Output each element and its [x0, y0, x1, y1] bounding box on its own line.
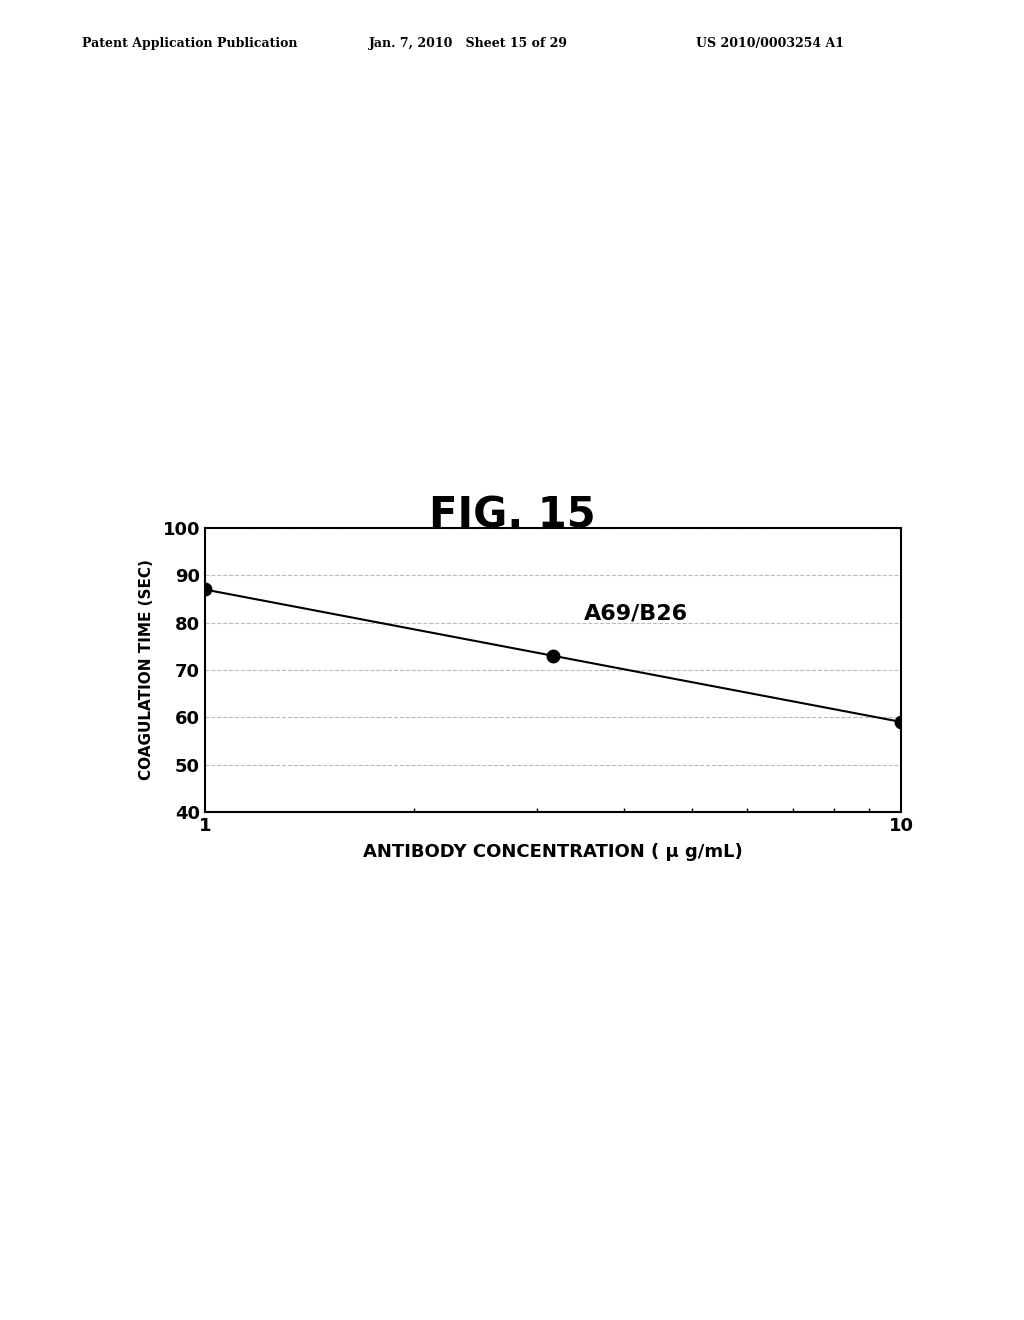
Text: FIG. 15: FIG. 15: [429, 495, 595, 537]
Point: [893, 711, 909, 733]
Text: Jan. 7, 2010   Sheet 15 of 29: Jan. 7, 2010 Sheet 15 of 29: [369, 37, 567, 50]
Y-axis label: COAGULATION TIME (SEC): COAGULATION TIME (SEC): [139, 560, 154, 780]
Text: Patent Application Publication: Patent Application Publication: [82, 37, 297, 50]
Point: [197, 579, 213, 601]
Point: [545, 645, 561, 667]
Text: US 2010/0003254 A1: US 2010/0003254 A1: [696, 37, 845, 50]
Text: A69/B26: A69/B26: [584, 603, 688, 623]
X-axis label: ANTIBODY CONCENTRATION ( μ g/mL): ANTIBODY CONCENTRATION ( μ g/mL): [364, 843, 742, 861]
